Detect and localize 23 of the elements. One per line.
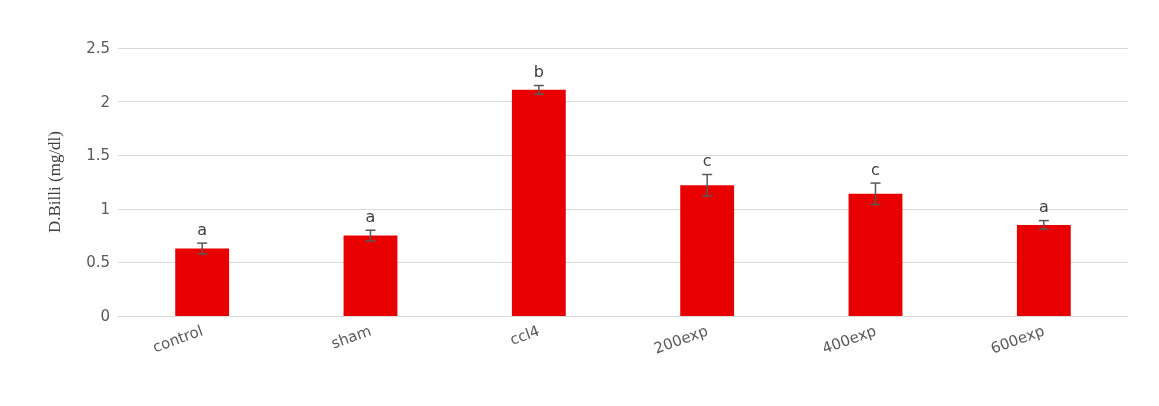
bar xyxy=(343,235,398,316)
bar xyxy=(175,248,230,316)
bar xyxy=(848,193,903,316)
annotation: a xyxy=(1038,197,1049,217)
y-axis-title: D.Billi (mg/dl) xyxy=(45,131,64,233)
bar xyxy=(1016,224,1071,316)
x-tick-label: 400exp xyxy=(819,321,879,358)
x-tick-label: sham xyxy=(328,321,374,353)
bar xyxy=(511,89,566,316)
annotation: c xyxy=(871,159,880,179)
y-tick-label: 2 xyxy=(100,92,110,111)
annotation: a xyxy=(197,219,208,239)
annotation: a xyxy=(365,206,376,226)
y-tick-label: 0.5 xyxy=(86,253,110,272)
annotation: c xyxy=(702,151,712,170)
y-tick-label: 2.5 xyxy=(86,39,110,57)
y-tick-label: 0 xyxy=(100,307,110,325)
x-tick-label: 600exp xyxy=(988,321,1047,358)
y-tick-label: 1.5 xyxy=(86,146,110,165)
y-tick-label: 1 xyxy=(100,199,110,218)
bar xyxy=(680,185,735,316)
annotation: b xyxy=(533,62,544,82)
x-tick-label: ccl4 xyxy=(507,321,542,349)
